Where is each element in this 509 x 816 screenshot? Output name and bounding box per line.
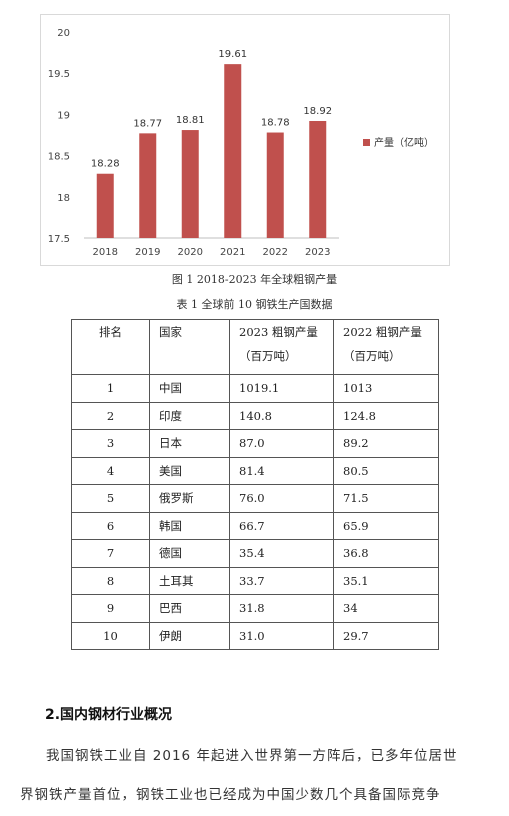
table-header-row: 排名 国家 2023 粗钢产量 （百万吨） 2022 粗钢产量 （百万吨） xyxy=(71,319,439,375)
section-heading: 2.国内钢材行业概况 xyxy=(45,707,173,723)
cell-2022: 65.9 xyxy=(333,511,439,540)
x-tick-label: 2022 xyxy=(263,247,288,258)
header-2022-unit: （百万吨） xyxy=(343,349,401,363)
bar-chart-svg: 17.5 18 18.5 19 19.5 20 18.28 2018 18.77 2019 18.8… xyxy=(48,28,434,258)
table-row: 8 土耳其 33.7 35.1 xyxy=(71,566,439,595)
table-row: 5 俄罗斯 76.0 71.5 xyxy=(71,484,439,513)
cell-country: 巴西 xyxy=(149,594,230,623)
cell-2023: 140.8 xyxy=(229,401,334,430)
cell-country: 德国 xyxy=(149,539,230,568)
x-tick-label: 2021 xyxy=(220,247,245,258)
table-row: 1 中国 1019.1 1013 xyxy=(71,374,439,403)
cell-2022: 80.5 xyxy=(333,456,439,485)
bar xyxy=(96,173,114,238)
x-tick-label: 2020 xyxy=(178,247,203,258)
table-row: 3 日本 87.0 89.2 xyxy=(71,429,439,458)
cell-rank: 2 xyxy=(71,401,150,430)
y-tick-label: 17.5 xyxy=(48,234,70,245)
table-row: 9 巴西 31.8 34 xyxy=(71,594,439,623)
data-label: 18.77 xyxy=(133,118,162,129)
data-label: 18.28 xyxy=(91,159,120,170)
header-2022-line1: 2022 粗钢产量 xyxy=(343,325,422,339)
bar xyxy=(181,130,199,238)
cell-rank: 6 xyxy=(71,511,150,540)
paragraph-line-2: 界钢铁产量首位，钢铁工业也已经成为中国少数几个具备国际竞争 xyxy=(20,787,441,803)
cell-country: 中国 xyxy=(149,374,230,403)
cell-rank: 10 xyxy=(71,621,150,650)
cell-2022: 34 xyxy=(333,594,439,623)
y-tick-label: 18.5 xyxy=(48,152,70,163)
cell-2023: 81.4 xyxy=(229,456,334,485)
header-2023-line1: 2023 粗钢产量 xyxy=(239,325,318,339)
table-caption: 表 1 全球前 10 钢铁生产国数据 xyxy=(176,298,333,311)
legend-swatch xyxy=(363,139,370,146)
bar xyxy=(266,132,284,238)
cell-2023: 87.0 xyxy=(229,429,334,458)
table-row: 10 伊朗 31.0 29.7 xyxy=(71,621,439,650)
table-row: 2 印度 140.8 124.8 xyxy=(71,401,439,430)
cell-2022: 124.8 xyxy=(333,401,439,430)
cell-2022: 36.8 xyxy=(333,539,439,568)
cell-2022: 71.5 xyxy=(333,484,439,513)
header-rank: 排名 xyxy=(71,319,150,375)
paragraph-line-1: 我国钢铁工业自 2016 年起进入世界第一方阵后，已多年位居世 xyxy=(46,748,458,764)
bar xyxy=(309,120,327,238)
x-tick-label: 2018 xyxy=(93,247,118,258)
cell-rank: 3 xyxy=(71,429,150,458)
figure-caption: 图 1 2018-2023 年全球粗钢产量 xyxy=(171,273,338,286)
cell-2023: 33.7 xyxy=(229,566,334,595)
cell-2022: 89.2 xyxy=(333,429,439,458)
data-label: 18.78 xyxy=(261,118,290,129)
cell-rank: 5 xyxy=(71,484,150,513)
table-row: 7 德国 35.4 36.8 xyxy=(71,539,439,568)
cell-2023: 76.0 xyxy=(229,484,334,513)
cell-2023: 31.8 xyxy=(229,594,334,623)
y-tick-label: 19.5 xyxy=(48,69,70,80)
header-2022: 2022 粗钢产量 （百万吨） xyxy=(333,319,439,375)
y-tick-label: 20 xyxy=(57,28,70,39)
cell-2023: 1019.1 xyxy=(229,374,334,403)
cell-country: 印度 xyxy=(149,401,230,430)
cell-rank: 9 xyxy=(71,594,150,623)
cell-country: 日本 xyxy=(149,429,230,458)
x-tick-label: 2019 xyxy=(135,247,160,258)
cell-rank: 1 xyxy=(71,374,150,403)
cell-2022: 1013 xyxy=(333,374,439,403)
x-tick-label: 2023 xyxy=(305,247,330,258)
cell-country: 伊朗 xyxy=(149,621,230,650)
cell-country: 韩国 xyxy=(149,511,230,540)
cell-country: 美国 xyxy=(149,456,230,485)
header-2023-unit: （百万吨） xyxy=(239,349,297,363)
cell-2023: 66.7 xyxy=(229,511,334,540)
y-tick-label: 18 xyxy=(57,193,70,204)
cell-2022: 29.7 xyxy=(333,621,439,650)
table-row: 4 美国 81.4 80.5 xyxy=(71,456,439,485)
cell-rank: 4 xyxy=(71,456,150,485)
table-body: 1 中国 1019.1 1013 2 印度 140.8 124.8 3 日本 8… xyxy=(71,374,439,650)
bar xyxy=(224,64,242,238)
cell-2022: 35.1 xyxy=(333,566,439,595)
steel-producers-table: 排名 国家 2023 粗钢产量 （百万吨） 2022 粗钢产量 （百万吨） 1 … xyxy=(71,319,439,650)
table-row: 6 韩国 66.7 65.9 xyxy=(71,511,439,540)
data-label: 18.81 xyxy=(176,115,205,126)
cell-rank: 7 xyxy=(71,539,150,568)
cell-2023: 35.4 xyxy=(229,539,334,568)
cell-country: 俄罗斯 xyxy=(149,484,230,513)
cell-country: 土耳其 xyxy=(149,566,230,595)
y-tick-label: 19 xyxy=(57,110,70,121)
cell-2023: 31.0 xyxy=(229,621,334,650)
data-label: 19.61 xyxy=(218,49,247,60)
bar xyxy=(139,133,157,238)
header-2023: 2023 粗钢产量 （百万吨） xyxy=(229,319,334,375)
legend-label: 产量（亿吨） xyxy=(374,136,434,149)
data-label: 18.92 xyxy=(303,106,332,117)
bar-chart: 17.5 18 18.5 19 19.5 20 18.28 2018 18.77 2019 18.8… xyxy=(40,14,450,266)
header-country: 国家 xyxy=(149,319,230,375)
cell-rank: 8 xyxy=(71,566,150,595)
